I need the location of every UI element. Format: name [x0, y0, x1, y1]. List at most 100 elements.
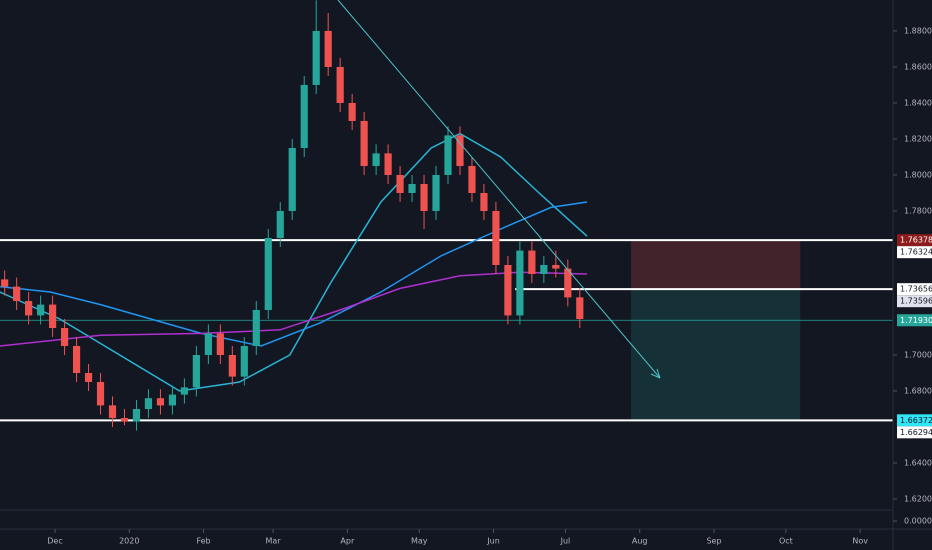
candle-body [168, 394, 177, 406]
axes: 1.62000 1.64000 1.68000 1.70000 1.78000 1.800… [47, 26, 932, 546]
x-tick-label: Dec [47, 537, 62, 546]
position-tool [631, 240, 801, 421]
levels [0, 239, 893, 422]
price-label: 1.66294 [900, 428, 932, 437]
candle-body [324, 30, 332, 67]
price-label: 1.73656 [900, 285, 932, 294]
moving-average [0, 271, 588, 347]
price-label-bg [897, 283, 932, 296]
candle-body [288, 147, 296, 211]
candle-body [540, 264, 548, 274]
y-tick-label: 1.84000 [904, 98, 932, 107]
candle-body [372, 153, 380, 166]
candle-body [25, 300, 33, 316]
candle-body [444, 135, 452, 175]
candle-body [84, 373, 93, 383]
candle-body [468, 165, 476, 193]
x-tick-label: May [411, 537, 428, 546]
candle-body [504, 264, 512, 316]
x-tick-label: Feb [196, 537, 210, 546]
trend-line [337, 0, 661, 379]
candle-body [432, 174, 440, 211]
x-tick-label: Apr [340, 537, 355, 546]
candle-body [480, 192, 488, 211]
price-label: 1.71930 [900, 316, 932, 325]
candle-body [408, 183, 416, 193]
stop-zone [631, 240, 801, 290]
moving-average [0, 201, 588, 347]
candle-body [456, 135, 464, 166]
price-label-bg [897, 234, 932, 247]
candle-body [49, 304, 57, 328]
candle-body [1, 279, 9, 287]
candle-body [336, 66, 344, 103]
x-tick-label: Oct [779, 537, 793, 546]
candle-body [60, 327, 69, 347]
candle-body [528, 250, 536, 274]
price-label: 1.73596 [900, 297, 932, 306]
candle-body [228, 355, 236, 377]
candle-body [564, 268, 572, 298]
candles [1, 0, 584, 431]
candle-body [552, 264, 560, 269]
candle-body [264, 237, 272, 310]
candle-body [144, 398, 153, 410]
candle-body [108, 405, 117, 419]
price-label: 1.76324 [900, 248, 932, 257]
candle-body [72, 346, 81, 374]
candle-body [384, 153, 392, 175]
candle-body [360, 120, 368, 166]
candle-body [120, 418, 129, 422]
candle-body [348, 102, 356, 121]
candle-body [276, 210, 284, 238]
x-tick-label: Mar [266, 537, 282, 546]
candle-body [204, 333, 212, 356]
candle-body [420, 183, 428, 211]
candle-body [396, 174, 404, 193]
candle-body [37, 304, 45, 316]
price-label: 1.76378 [900, 236, 932, 245]
price-label: 1.66372 [900, 416, 932, 425]
target-zone [631, 289, 801, 421]
candle-body [216, 333, 224, 356]
candle-body [192, 355, 200, 388]
x-tick-label: Jul [560, 537, 571, 546]
y-tick-label: 1.86000 [904, 62, 932, 71]
candle-body [516, 250, 524, 316]
price-label-bg [897, 314, 932, 327]
x-tick-label: Aug [632, 537, 648, 546]
x-tick-label: 2020 [119, 537, 139, 546]
x-tick-label: Sep [706, 537, 721, 546]
arrow-head [650, 368, 661, 379]
candle-body [576, 297, 584, 319]
y-tick-label: 1.68000 [904, 387, 932, 396]
y-tick-label: 1.62000 [904, 495, 932, 504]
x-tick-label: Jun [486, 537, 500, 546]
candle-body [492, 210, 500, 265]
candle-body [312, 30, 320, 85]
x-tick-label: Nov [852, 537, 868, 546]
moving-averages [0, 132, 588, 392]
price-label-bg [897, 426, 932, 439]
candle-body [132, 409, 141, 422]
candle-body [96, 382, 105, 406]
price-label-bg [897, 414, 932, 427]
price-label-bg [897, 246, 932, 259]
y-tick-label: 1.64000 [904, 459, 932, 468]
candle-body [300, 84, 308, 148]
y-tick-label: 1.82000 [904, 134, 932, 143]
y-tick-label: 1.70000 [904, 351, 932, 360]
candle-body [156, 398, 165, 406]
price-label-bg [897, 295, 932, 308]
moving-average [0, 132, 588, 392]
y-tick-label: 1.78000 [904, 206, 932, 215]
candle-body [240, 346, 248, 377]
candle-body [13, 286, 21, 301]
volume-tick-label: 0.00000 [904, 517, 932, 526]
candle-body [180, 387, 188, 395]
y-tick-label: 1.80000 [904, 170, 932, 179]
candle-body [252, 309, 260, 347]
